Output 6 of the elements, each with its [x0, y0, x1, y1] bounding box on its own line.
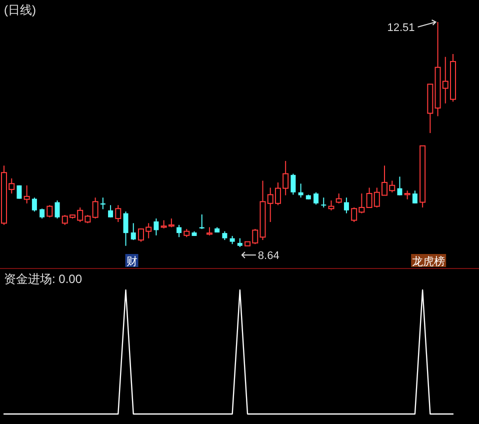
chart-title: 资金进场: 0.00: [4, 272, 82, 286]
annotation: 12.51: [387, 22, 415, 34]
chart-title: (日线): [4, 3, 36, 17]
text: 8.64: [258, 250, 280, 262]
text: 财: [126, 255, 138, 268]
text: 龙虎榜: [412, 255, 446, 268]
